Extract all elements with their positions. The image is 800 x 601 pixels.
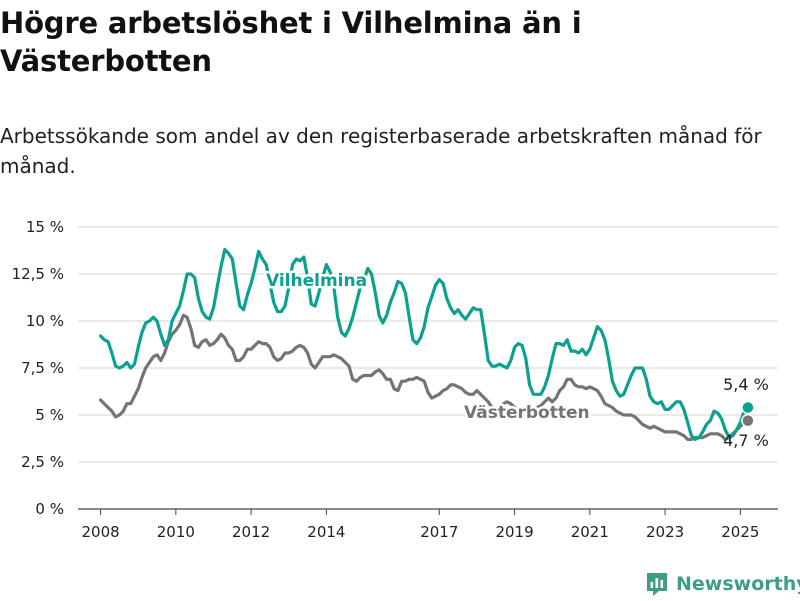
x-tick-label: 2023 bbox=[646, 523, 684, 541]
series-line-vasterbotten bbox=[99, 313, 750, 441]
line-chart: 0 %2,5 %5 %7,5 %10 %12,5 %15 % 2008 2010 2… bbox=[12, 218, 778, 541]
x-tick-label: 2008 bbox=[81, 523, 119, 541]
series-labels: VilhelminaVilhelminaVästerbottenVästerbo… bbox=[264, 269, 769, 451]
series-label-vasterbotten-halo: Västerbotten bbox=[464, 403, 590, 423]
x-axis: 2008 2010 2012 2014 2017 2019 2021 2023 2025 bbox=[81, 509, 759, 541]
x-tick-label: 2019 bbox=[495, 523, 533, 541]
newsworthy-logo-icon bbox=[645, 571, 669, 597]
series-line-vilhelmina bbox=[99, 248, 750, 441]
y-tick-label: 2,5 % bbox=[21, 453, 64, 471]
chart-subtitle: Arbetssökande som andel av den registerb… bbox=[0, 124, 762, 178]
end-point-vilhelmina bbox=[741, 400, 755, 415]
series-label-vilhelmina-halo: Vilhelmina bbox=[266, 271, 367, 291]
newsworthy-logo[interactable]: Newsworthy bbox=[645, 570, 800, 598]
x-tick-label: 2012 bbox=[232, 523, 270, 541]
x-tick-label: 2017 bbox=[420, 523, 458, 541]
x-tick-label: 2025 bbox=[721, 523, 759, 541]
series-label-vilhelmina: Vilhelmina bbox=[266, 271, 367, 291]
x-tick-label: 2021 bbox=[571, 523, 609, 541]
y-tick-label: 10 % bbox=[26, 312, 64, 330]
end-value-label-vilhelmina: 5,4 % bbox=[723, 375, 769, 394]
x-tick-label: 2010 bbox=[157, 523, 195, 541]
y-tick-label: 12,5 % bbox=[12, 265, 64, 283]
y-tick-label: 0 % bbox=[35, 500, 64, 518]
end-point-vasterbotten bbox=[741, 413, 755, 428]
series-lines bbox=[99, 248, 755, 441]
y-axis: 0 % 2,5 % 5 % 7,5 % 10 % 12,5 % 15 % bbox=[12, 218, 64, 518]
y-tick-label: 5 % bbox=[35, 406, 64, 424]
end-value-label-vasterbotten: 4,7 % bbox=[723, 431, 769, 450]
y-tick-label: 15 % bbox=[26, 218, 64, 236]
x-tick-label: 2014 bbox=[307, 523, 345, 541]
series-label-vasterbotten: Västerbotten bbox=[464, 403, 590, 423]
chart-title: Högre arbetslöshet i Vilhelmina än i Väs… bbox=[0, 6, 582, 78]
brand-name: Newsworthy bbox=[676, 573, 800, 595]
y-tick-label: 7,5 % bbox=[21, 359, 64, 377]
grid-lines bbox=[78, 226, 778, 510]
